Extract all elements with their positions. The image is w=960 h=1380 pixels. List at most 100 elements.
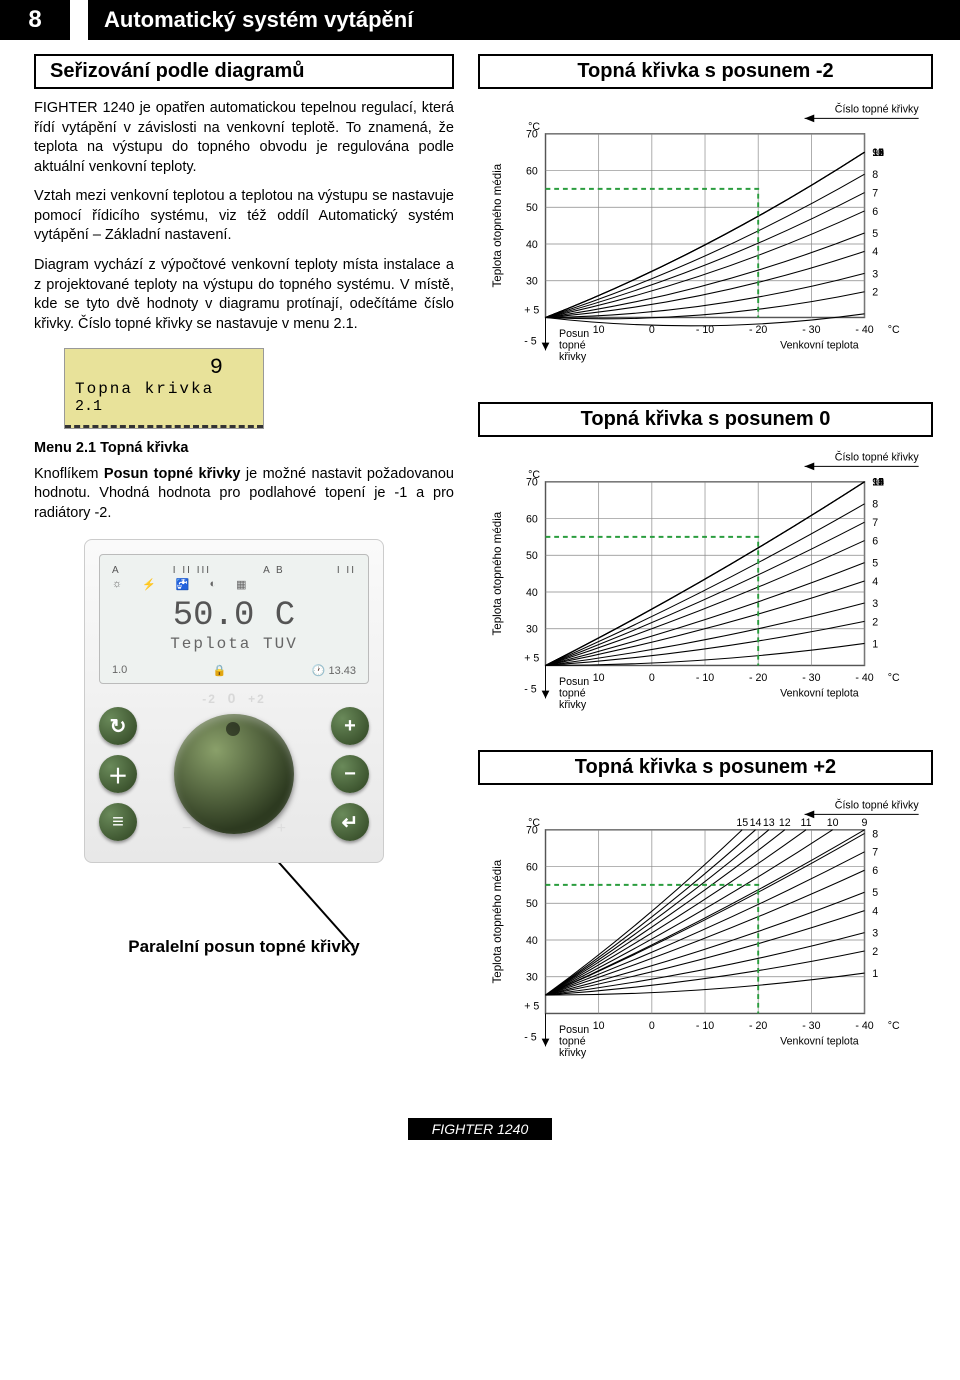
charts-column: Topná křivka s posunem -2 Číslo topné kři… (478, 54, 933, 1098)
curve-num-label: 3 (872, 268, 878, 280)
curve-num-label: 8 (872, 169, 878, 181)
offset-axis-label: křivky (559, 1047, 587, 1059)
y-tick: 60 (526, 513, 538, 525)
paragraph: Vztah mezi venkovní teplotou a teplotou … (34, 187, 454, 246)
hotwater-button[interactable]: ＋ (99, 755, 137, 793)
panel-status-row: AI II IIIA BI II (112, 565, 356, 576)
y-tick: 70 (526, 129, 538, 141)
mode-button[interactable]: ↻ (99, 707, 137, 745)
offset-axis-label: topné (559, 1035, 586, 1047)
offset-axis-label: Posun (559, 676, 589, 688)
x-tick: - 30 (802, 672, 820, 684)
chart-title: Topná křivka s posunem 0 (478, 402, 933, 437)
x-unit: °C (888, 324, 900, 336)
curve-num-label: 6 (872, 535, 878, 547)
plus-button[interactable]: + (331, 707, 369, 745)
menu-button[interactable]: ≡ (99, 803, 137, 841)
y-plus5: + 5 (524, 1001, 539, 1013)
y-tick: 60 (526, 165, 538, 177)
x-tick: 0 (649, 672, 655, 684)
x-axis-label: Venkovní teplota (780, 339, 859, 351)
curve-num-label: 15 (872, 147, 884, 159)
curve-num-label: 5 (872, 887, 878, 899)
paragraph: Knoflíkem Posun topné křivky je možné na… (34, 465, 454, 524)
curve-num-label: 15 (872, 477, 884, 489)
y-axis-label: Teplota otopného média (491, 163, 504, 287)
curve-number-label: Číslo topné křivky (835, 799, 920, 812)
footer-model: FIGHTER 1240 (408, 1118, 552, 1140)
y-tick: 50 (526, 202, 538, 214)
curve-num-label: 15 (736, 817, 748, 829)
y-tick: 60 (526, 861, 538, 873)
panel-icon-row: ☼ ⚡ 🚰 ◐ ▦ (112, 578, 356, 591)
paragraph: FIGHTER 1240 je opatřen automatickou tep… (34, 99, 454, 177)
x-tick: - 20 (749, 672, 767, 684)
curve-num-label: 2 (872, 287, 878, 299)
chart-title: Topná křivka s posunem -2 (478, 54, 933, 89)
heating-curve-chart: Číslo topné křivkyTeplota otopného média… (478, 795, 933, 1085)
heating-curve-chart: Číslo topné křivkyTeplota otopného média… (478, 447, 933, 737)
curve-num-label: 12 (779, 817, 791, 829)
curve-num-label: 7 (872, 847, 878, 859)
enter-button[interactable]: ↵ (331, 803, 369, 841)
x-tick: - 10 (696, 672, 714, 684)
x-tick: - 10 (696, 324, 714, 336)
panel-foot-left: 1.0 (112, 664, 127, 677)
lcd-menu-id: 2.1 (75, 398, 253, 415)
x-tick: 10 (593, 672, 605, 684)
menu-caption: Menu 2.1 Topná křivka (34, 439, 454, 459)
minus-button[interactable]: − (331, 755, 369, 793)
y-plus5: + 5 (524, 653, 539, 665)
offset-axis-label: křivky (559, 351, 587, 363)
y-neg5: - 5 (524, 336, 536, 348)
x-axis-label: Venkovní teplota (780, 687, 859, 699)
curve-num-label: 7 (872, 187, 878, 199)
x-tick: - 20 (749, 1020, 767, 1032)
x-tick: - 20 (749, 324, 767, 336)
curve-num-label: 9 (862, 817, 868, 829)
page-number: 8 (0, 0, 70, 40)
y-tick: 50 (526, 898, 538, 910)
x-unit: °C (888, 1020, 900, 1032)
header-bar: 8 Automatický systém vytápění (0, 0, 960, 40)
lcd-label: Topna krivka (75, 380, 253, 398)
curve-num-label: 2 (872, 946, 878, 958)
y-tick: 50 (526, 550, 538, 562)
curve-num-label: 10 (827, 817, 839, 829)
curve-number-label: Číslo topné křivky (835, 103, 920, 116)
lcd-value: 9 (75, 355, 253, 380)
y-tick: 40 (526, 239, 538, 251)
curve-num-label: 4 (872, 905, 878, 917)
curve-num-label: 6 (872, 865, 878, 877)
tap-icon: 🚰 (176, 578, 190, 591)
x-axis-label: Venkovní teplota (780, 1035, 859, 1047)
panel-lcd: AI II IIIA BI II ☼ ⚡ 🚰 ◐ ▦ 50.0 C Teplot… (99, 554, 369, 684)
curve-number-label: Číslo topné křivky (835, 451, 920, 464)
page-footer: FIGHTER 1240 (0, 1118, 960, 1140)
y-tick: 30 (526, 276, 538, 288)
y-tick: 30 (526, 972, 538, 984)
y-tick: 40 (526, 935, 538, 947)
x-tick: - 40 (855, 324, 873, 336)
curve-num-label: 8 (872, 828, 878, 840)
y-tick: 70 (526, 825, 538, 837)
x-tick: - 30 (802, 324, 820, 336)
x-tick: - 40 (855, 672, 873, 684)
offset-axis-label: topné (559, 687, 586, 699)
curve-num-label: 2 (872, 616, 878, 628)
knob-plus-label: + (277, 820, 286, 838)
panel-temp-label: Teplota TUV (112, 635, 356, 653)
panel-foot-right: 🕐 13.43 (312, 664, 356, 677)
x-tick: 10 (593, 324, 605, 336)
curve-num-label: 14 (750, 817, 762, 829)
y-plus5: + 5 (524, 305, 539, 317)
pump-icon: ◐ (210, 578, 217, 591)
curve-num-label: 5 (872, 557, 878, 569)
sun-icon: ☼ (112, 578, 122, 591)
chart-title: Topná křivka s posunem +2 (478, 750, 933, 785)
offset-axis-label: křivky (559, 699, 587, 711)
offset-axis-label: Posun (559, 1024, 589, 1036)
pointer-caption: Paralelní posun topné křivky (34, 937, 454, 957)
curve-num-label: 1 (872, 968, 878, 980)
offset-knob[interactable]: -2 0 +2 − + (164, 704, 304, 844)
